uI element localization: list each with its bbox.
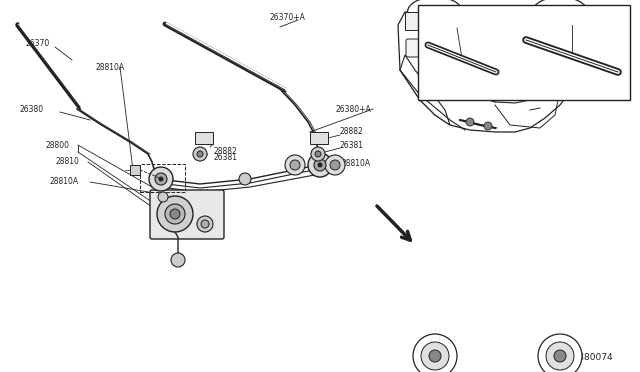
- Text: 28882: 28882: [340, 128, 364, 137]
- Circle shape: [308, 153, 332, 177]
- Circle shape: [546, 342, 574, 370]
- Text: 28810A: 28810A: [95, 62, 124, 71]
- Circle shape: [159, 176, 163, 182]
- Text: 26370: 26370: [25, 39, 49, 48]
- Text: REFILL-WIPER BLADE: REFILL-WIPER BLADE: [423, 13, 511, 22]
- Bar: [310, 132, 328, 144]
- Circle shape: [466, 118, 474, 126]
- Text: 26381: 26381: [340, 141, 364, 151]
- Circle shape: [171, 253, 185, 267]
- Circle shape: [193, 147, 207, 161]
- Circle shape: [429, 350, 441, 362]
- Text: J2880074: J2880074: [570, 353, 612, 362]
- FancyBboxPatch shape: [150, 190, 224, 239]
- Bar: [140, 164, 185, 192]
- Circle shape: [325, 155, 345, 175]
- Circle shape: [165, 204, 185, 224]
- Circle shape: [554, 350, 566, 362]
- Polygon shape: [452, 58, 560, 103]
- Circle shape: [413, 334, 457, 372]
- Text: 26380+A: 26380+A: [335, 105, 371, 113]
- Circle shape: [314, 159, 326, 171]
- Circle shape: [149, 167, 173, 191]
- Bar: [195, 132, 213, 144]
- Text: 26373M
(DRIVER): 26373M (DRIVER): [557, 4, 589, 18]
- Circle shape: [158, 192, 168, 202]
- FancyBboxPatch shape: [406, 39, 438, 57]
- Bar: [405, 12, 450, 30]
- Circle shape: [285, 155, 305, 175]
- Text: 28810: 28810: [55, 157, 79, 167]
- Circle shape: [290, 160, 300, 170]
- Circle shape: [155, 173, 167, 185]
- Text: 28882: 28882: [214, 147, 237, 155]
- Circle shape: [311, 147, 325, 161]
- Text: 28810A: 28810A: [342, 158, 371, 167]
- Circle shape: [538, 334, 582, 372]
- Text: 26370+A: 26370+A: [270, 13, 306, 22]
- Polygon shape: [400, 55, 450, 125]
- Circle shape: [201, 220, 209, 228]
- Text: 28810A: 28810A: [50, 177, 79, 186]
- Polygon shape: [452, 60, 495, 102]
- Circle shape: [197, 216, 213, 232]
- Text: 26373P
(ASSIST): 26373P (ASSIST): [421, 6, 451, 20]
- Circle shape: [421, 342, 449, 370]
- Circle shape: [157, 196, 193, 232]
- Circle shape: [239, 173, 251, 185]
- Polygon shape: [398, 8, 618, 132]
- Circle shape: [315, 151, 321, 157]
- Text: 26380: 26380: [20, 106, 44, 115]
- Circle shape: [170, 209, 180, 219]
- Text: 28800: 28800: [45, 141, 69, 150]
- Bar: [130, 165, 140, 175]
- Bar: [418, 5, 630, 100]
- Circle shape: [484, 122, 492, 130]
- FancyBboxPatch shape: [447, 72, 463, 83]
- Circle shape: [330, 160, 340, 170]
- Text: 26381: 26381: [214, 153, 238, 161]
- Circle shape: [197, 151, 203, 157]
- Circle shape: [317, 163, 323, 167]
